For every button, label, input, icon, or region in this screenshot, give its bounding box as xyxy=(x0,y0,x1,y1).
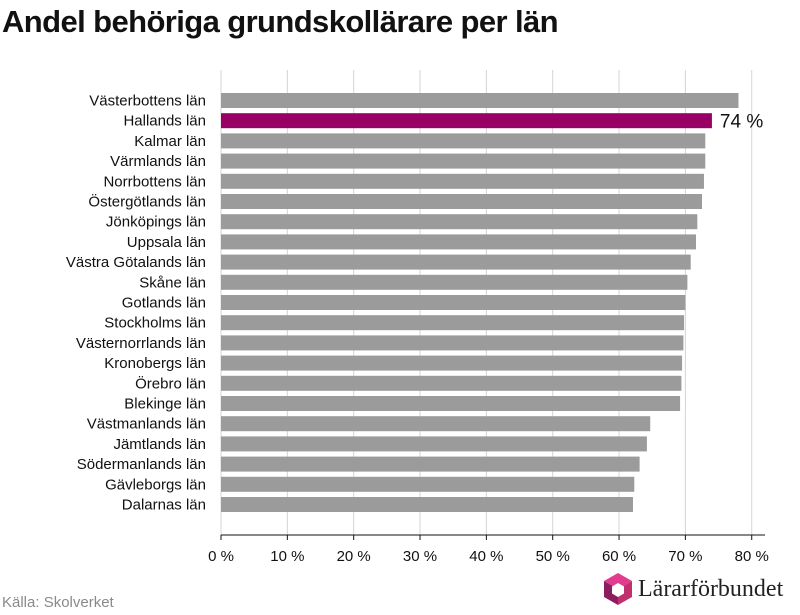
bar xyxy=(221,133,706,149)
category-label: Gotlands län xyxy=(122,295,206,312)
category-label: Västmanlands län xyxy=(87,416,206,433)
category-label: Västerbottens län xyxy=(89,93,206,110)
x-tick-label: 50 % xyxy=(536,548,570,565)
category-label: Västernorrlands län xyxy=(76,335,206,352)
category-label: Norrbottens län xyxy=(103,173,206,190)
bar xyxy=(221,234,697,250)
bar xyxy=(221,436,647,452)
source-note: Källa: Skolverket xyxy=(2,594,114,611)
x-tick-label: 80 % xyxy=(735,548,769,565)
organization-logo: Lärarförbundet xyxy=(602,572,783,606)
chart-title: Andel behöriga grundskollärare per län xyxy=(2,4,559,39)
bar xyxy=(221,375,682,391)
x-tick-label: 70 % xyxy=(668,548,702,565)
category-label: Uppsala län xyxy=(127,234,206,251)
bar xyxy=(221,295,686,310)
x-tick-label: 20 % xyxy=(337,548,371,565)
x-tick-label: 30 % xyxy=(403,548,437,565)
bar xyxy=(221,396,681,411)
category-label: Kronobergs län xyxy=(104,355,206,372)
hexagon-logo-icon xyxy=(604,573,632,605)
bar xyxy=(221,173,704,189)
data-label: 74 % xyxy=(720,112,763,133)
bar xyxy=(221,194,702,209)
category-label: Skåne län xyxy=(139,274,206,291)
bars xyxy=(221,93,739,512)
bar xyxy=(221,335,684,351)
category-label: Örebro län xyxy=(135,374,206,392)
category-label: Kalmar län xyxy=(134,133,206,150)
category-label: Stockholms län xyxy=(104,315,206,332)
bar xyxy=(221,214,698,230)
logo-text: Lärarförbundet xyxy=(638,575,784,602)
category-label: Dalarnas län xyxy=(122,497,206,514)
category-label: Södermanlands län xyxy=(77,456,206,473)
bar xyxy=(221,476,635,492)
bar xyxy=(221,274,688,290)
bar xyxy=(221,456,640,472)
bar-highlighted xyxy=(221,113,712,129)
x-tick-label: 0 % xyxy=(208,548,234,565)
category-label: Blekinge län xyxy=(124,396,206,413)
category-label: Jönköpings län xyxy=(106,214,206,231)
bar xyxy=(221,153,706,169)
x-tick-label: 60 % xyxy=(602,548,636,565)
x-tick-label: 40 % xyxy=(469,548,503,565)
category-labels: Västerbottens län Hallands län 74 % Kalmar … xyxy=(66,93,763,514)
bar xyxy=(221,497,633,512)
bar xyxy=(221,315,685,331)
bar xyxy=(221,355,683,371)
x-tick-label: 10 % xyxy=(270,548,304,565)
bar xyxy=(221,93,739,108)
category-label: Hallands län xyxy=(123,113,206,130)
bar xyxy=(221,416,651,432)
category-label: Östergötlands län xyxy=(88,193,206,211)
category-label: Jämtlands län xyxy=(113,436,206,453)
category-label: Västra Götalands län xyxy=(66,254,206,271)
category-label: Värmlands län xyxy=(110,153,206,170)
category-label: Gävleborgs län xyxy=(105,476,206,493)
bar xyxy=(221,254,691,270)
bar-chart: Västerbottens län Hallands län 74 % Kalmar … xyxy=(66,70,769,565)
x-axis: 0 % 10 % 20 % 30 % 40 % 50 % 60 % 70 % 80 % xyxy=(208,534,769,565)
